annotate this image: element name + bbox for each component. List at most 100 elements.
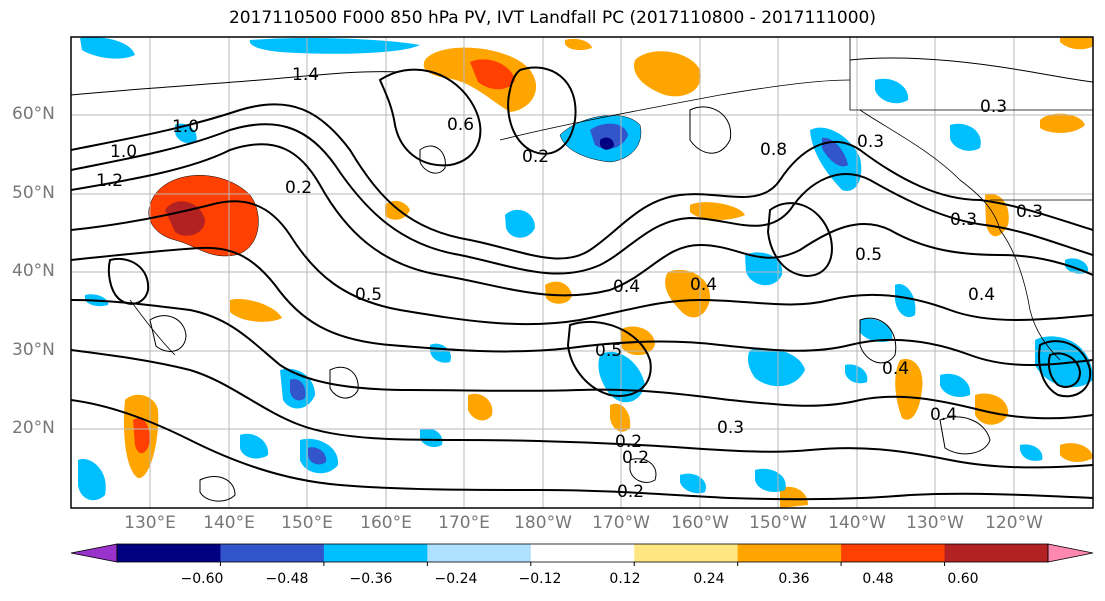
contour-label: 0.5 [855, 245, 882, 265]
cool-shade-region [845, 364, 868, 384]
contour-label: 1.2 [96, 171, 123, 191]
lon-label: 160°E [360, 513, 412, 533]
cool-shade-region [78, 459, 106, 501]
colorbar-segment [944, 544, 1049, 562]
cool-shade-region [950, 123, 981, 151]
contour-label: 0.4 [930, 405, 957, 425]
contour-label: 0.3 [717, 418, 744, 438]
lon-label: 170°E [438, 513, 490, 533]
colorbar-tick-label: 0.24 [693, 571, 725, 587]
cool-shade-region [80, 37, 135, 59]
cool-shade-region [875, 78, 909, 104]
cool-shade-region [822, 137, 848, 167]
contour-label: 0.5 [595, 341, 622, 361]
contour-labels: 1.4 1.0 1.0 1.2 0.2 0.6 0.2 0.8 0.3 0.3 … [96, 65, 1043, 502]
lat-label: 20°N [12, 418, 55, 438]
cool-shade-region [860, 318, 893, 343]
warm-shade-region [545, 281, 572, 304]
contour-label: 0.3 [980, 97, 1007, 117]
colorbar-tick-label: −0.24 [434, 571, 478, 587]
warm-shade-region [1060, 37, 1093, 50]
contour-label: 1.0 [110, 142, 137, 162]
map-title: 2017110500 F000 850 hPa PV, IVT Landfall… [228, 8, 876, 28]
colorbar-tick-label: −0.12 [518, 571, 562, 587]
lat-label: 30°N [12, 340, 55, 360]
cool-shade-region [430, 343, 451, 363]
cool-shade-region [680, 473, 706, 494]
colorbar-tick-label: −0.48 [265, 571, 309, 587]
cool-shade-region [420, 428, 443, 448]
colorbar-segment [737, 544, 842, 562]
colorbar-extend-right [1047, 543, 1094, 563]
contour-label: 0.4 [882, 359, 909, 379]
ivt-contours [71, 66, 1093, 501]
warm-shade-region [165, 201, 205, 236]
lon-label: 130°W [906, 513, 964, 533]
contour-label: 0.5 [355, 285, 382, 305]
cool-shade-region [249, 37, 420, 54]
lon-label: 130°E [124, 513, 176, 533]
warm-shade-region [975, 393, 1009, 425]
colorbar-segment [117, 544, 221, 562]
warm-shade-region [895, 359, 923, 420]
cool-shade-region [747, 348, 805, 387]
colorbar-extend-left [70, 543, 118, 563]
cool-shade-region [505, 209, 535, 238]
cool-shade-region [240, 433, 269, 459]
lon-label: 140°W [828, 513, 886, 533]
warm-shade-region [1040, 113, 1085, 133]
contour-label: 0.3 [1016, 202, 1043, 222]
colorbar-tick-label: 0.60 [947, 571, 979, 587]
map-frame [70, 36, 1094, 509]
warm-shade-region [148, 175, 259, 257]
cool-shade-region [590, 123, 628, 149]
pv-contours [71, 57, 1093, 502]
contour-label: 0.2 [615, 432, 642, 452]
contour-label: 0.2 [617, 482, 644, 502]
colorbar-segment [323, 544, 428, 562]
contour-label: 0.8 [760, 140, 787, 160]
cool-shade-region [1020, 444, 1043, 461]
lon-label: 150°W [749, 513, 807, 533]
warm-shade-region [610, 403, 631, 432]
cool-shade-region [745, 252, 783, 286]
warm-shade-region [470, 59, 515, 90]
cool-shade-region [600, 137, 614, 150]
colorbar-segment [220, 544, 325, 562]
warm-shade-region [665, 269, 711, 318]
coastlines [129, 37, 1093, 361]
colorbar-segment [530, 544, 635, 562]
contour-label: 1.0 [172, 117, 199, 137]
colorbar-tick-label: −0.36 [349, 571, 393, 587]
lat-label: 60°N [12, 104, 55, 124]
warm-shade-region [468, 393, 493, 421]
lon-label: 160°W [671, 513, 729, 533]
lon-label: 150°E [281, 513, 333, 533]
colorbar-tick-label: 0.36 [778, 571, 810, 587]
contour-label: 0.3 [950, 210, 977, 230]
graticule [71, 37, 1093, 508]
colorbar-segment [427, 544, 532, 562]
warm-shade-region [780, 486, 808, 508]
warm-shade-region [133, 418, 150, 454]
colorbar-outline [116, 543, 1049, 563]
cool-shade-region [940, 373, 971, 397]
contour-label: 1.4 [292, 65, 319, 85]
warm-shade-region [230, 299, 282, 322]
cool-shade-region [290, 379, 306, 401]
warm-shade-region [565, 38, 592, 51]
contour-label: 0.6 [447, 115, 474, 135]
colorbar [70, 543, 1094, 566]
lon-label: 180°W [514, 513, 572, 533]
colorbar-segment [841, 544, 946, 562]
lat-label: 50°N [12, 183, 55, 203]
cool-shade-region [308, 447, 327, 465]
colorbar-tick-label: −0.60 [180, 571, 224, 587]
lon-label: 120°W [985, 513, 1043, 533]
colorbar-tick-label: 0.12 [609, 571, 641, 587]
cool-shade-region [755, 468, 786, 492]
contour-label: 0.4 [690, 275, 717, 295]
cool-shade-region [895, 284, 916, 318]
contour-label: 0.4 [968, 285, 995, 305]
